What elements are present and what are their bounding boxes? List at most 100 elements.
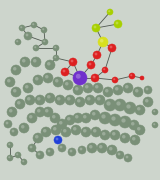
Circle shape — [7, 155, 13, 161]
Circle shape — [87, 97, 91, 100]
Circle shape — [153, 110, 155, 112]
Circle shape — [110, 46, 112, 48]
Circle shape — [41, 127, 51, 137]
Circle shape — [63, 129, 67, 132]
Circle shape — [113, 78, 115, 80]
Circle shape — [85, 85, 88, 89]
Circle shape — [92, 24, 100, 32]
Circle shape — [75, 115, 79, 118]
Circle shape — [85, 95, 95, 105]
Circle shape — [116, 22, 118, 24]
Circle shape — [99, 145, 103, 148]
Circle shape — [10, 128, 18, 136]
Circle shape — [20, 26, 22, 28]
Circle shape — [54, 46, 56, 48]
Circle shape — [16, 40, 18, 42]
Circle shape — [73, 71, 87, 85]
Circle shape — [53, 77, 63, 87]
Circle shape — [47, 62, 51, 66]
Circle shape — [126, 104, 131, 109]
Circle shape — [87, 143, 97, 153]
Circle shape — [83, 115, 87, 118]
Circle shape — [41, 27, 47, 33]
Circle shape — [99, 112, 111, 124]
Circle shape — [36, 151, 44, 159]
Circle shape — [24, 32, 32, 40]
Circle shape — [76, 74, 81, 79]
Circle shape — [120, 133, 130, 143]
Circle shape — [132, 137, 136, 141]
Circle shape — [102, 67, 108, 73]
Circle shape — [45, 60, 55, 70]
Circle shape — [25, 85, 28, 89]
Circle shape — [8, 143, 10, 145]
Circle shape — [59, 121, 63, 125]
Circle shape — [153, 123, 155, 125]
Circle shape — [51, 125, 61, 135]
Circle shape — [35, 77, 39, 80]
Circle shape — [37, 109, 40, 112]
Circle shape — [97, 97, 100, 100]
Circle shape — [46, 148, 54, 156]
Circle shape — [145, 99, 148, 102]
Circle shape — [33, 75, 43, 85]
Circle shape — [7, 107, 17, 117]
Circle shape — [8, 156, 10, 158]
Circle shape — [93, 76, 95, 78]
Circle shape — [98, 37, 108, 47]
Circle shape — [89, 63, 91, 65]
Circle shape — [83, 83, 93, 93]
Circle shape — [107, 145, 117, 155]
Circle shape — [27, 113, 37, 123]
Circle shape — [22, 160, 24, 162]
Circle shape — [71, 60, 73, 62]
Circle shape — [124, 154, 132, 162]
Circle shape — [114, 20, 122, 28]
Circle shape — [116, 151, 124, 159]
Circle shape — [112, 132, 116, 136]
Circle shape — [48, 150, 50, 152]
Circle shape — [27, 97, 31, 100]
Circle shape — [125, 85, 128, 89]
Circle shape — [43, 107, 53, 117]
Circle shape — [23, 83, 33, 93]
Circle shape — [75, 87, 79, 91]
Circle shape — [38, 153, 40, 155]
Circle shape — [108, 10, 110, 12]
Circle shape — [55, 95, 65, 105]
Circle shape — [113, 85, 123, 95]
Circle shape — [87, 61, 95, 69]
Circle shape — [152, 122, 158, 128]
Circle shape — [112, 77, 118, 83]
Circle shape — [115, 87, 119, 91]
Circle shape — [81, 127, 91, 137]
Circle shape — [103, 68, 105, 70]
Circle shape — [63, 70, 65, 72]
Circle shape — [122, 135, 125, 138]
Circle shape — [56, 138, 58, 140]
Circle shape — [81, 113, 91, 123]
Circle shape — [35, 135, 39, 138]
Circle shape — [130, 135, 140, 145]
Circle shape — [42, 39, 48, 45]
Circle shape — [11, 87, 21, 97]
Circle shape — [43, 73, 53, 83]
Circle shape — [54, 136, 62, 144]
Circle shape — [15, 152, 21, 158]
Circle shape — [78, 146, 86, 154]
Circle shape — [77, 99, 80, 102]
Circle shape — [42, 28, 44, 30]
Circle shape — [45, 109, 48, 112]
Circle shape — [97, 143, 107, 153]
Circle shape — [71, 125, 81, 135]
Circle shape — [33, 59, 36, 62]
Circle shape — [45, 75, 48, 78]
Circle shape — [146, 88, 148, 90]
Circle shape — [32, 23, 34, 25]
Circle shape — [103, 87, 113, 97]
Circle shape — [129, 73, 135, 79]
Circle shape — [95, 85, 99, 89]
Circle shape — [61, 127, 71, 137]
Circle shape — [67, 117, 71, 120]
Circle shape — [25, 95, 35, 105]
